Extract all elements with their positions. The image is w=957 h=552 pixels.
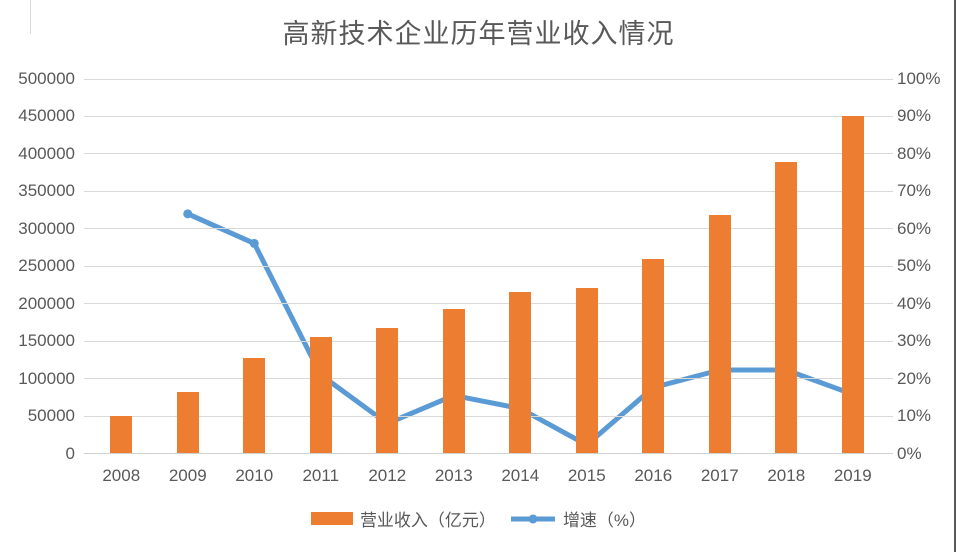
chart-title: 高新技术企业历年营业收入情况 [282, 19, 675, 49]
revenue-bar-swatch-icon [310, 512, 353, 525]
x-axis-label-2008: 2008 [102, 466, 141, 485]
x-axis-label-2016: 2016 [634, 466, 673, 485]
x-axis-label-2014: 2014 [501, 466, 540, 485]
right-axis-tick-label: 70% [897, 181, 932, 201]
revenue-bar-2010 [243, 357, 266, 454]
left-axis-tick-label: 150000 [18, 331, 75, 351]
legend-label-growth: 增速（%） [562, 511, 647, 530]
growth-line-marker-2009 [183, 209, 193, 219]
left-axis-tick-label: 100000 [18, 368, 75, 388]
legend: 营业收入（亿元） 增速（%） [0, 506, 957, 531]
h-gridline [84, 115, 893, 117]
left-axis-tick-label: 300000 [18, 218, 75, 238]
right-axis-tick-label: 0% [897, 443, 922, 463]
legend-item-growth: 增速（%） [510, 506, 646, 531]
x-axis-label-2018: 2018 [767, 466, 806, 485]
legend-item-revenue: 营业收入（亿元） [310, 506, 496, 531]
revenue-bar-2015 [575, 287, 598, 454]
h-gridline [84, 153, 893, 155]
legend-label-revenue: 营业收入（亿元） [359, 511, 496, 530]
right-axis-tick-label: 30% [897, 331, 932, 351]
left-axis-tick-label: 200000 [18, 293, 75, 313]
growth-line-swatch-icon [510, 514, 555, 523]
h-gridline [84, 340, 893, 342]
x-axis-label-2010: 2010 [235, 466, 274, 485]
right-axis-tick-label: 40% [897, 293, 932, 313]
right-axis-tick-label: 20% [897, 368, 932, 388]
right-axis-tick-label: 100% [897, 69, 941, 88]
right-axis-tick-label: 10% [897, 406, 932, 426]
x-axis-label-2017: 2017 [700, 466, 739, 485]
revenue-bar-2012 [376, 328, 399, 454]
revenue-bar-2013 [442, 308, 465, 454]
right-axis-tick-label: 80% [897, 143, 932, 163]
revenue-bar-2014 [509, 291, 532, 454]
revenue-bar-2008 [110, 416, 133, 454]
right-axis-tick-label: 50% [897, 256, 932, 276]
h-gridline [84, 190, 893, 192]
x-axis-label-2019: 2019 [833, 466, 872, 485]
x-axis-label-2013: 2013 [434, 466, 473, 485]
revenue-bar-2011 [309, 337, 332, 454]
x-axis-label-2011: 2011 [302, 466, 340, 485]
left-axis-tick-label: 400000 [18, 143, 75, 163]
left-axis-tick-label: 450000 [18, 106, 75, 126]
left-axis-tick-label: 250000 [18, 256, 75, 276]
left-axis-tick-label: 50000 [27, 406, 75, 426]
x-axis-line [84, 453, 893, 454]
revenue-bar-2017 [708, 215, 731, 454]
h-gridline [84, 78, 893, 80]
revenue-bar-2019 [841, 116, 864, 454]
revenue-bar-2016 [642, 258, 665, 454]
revenue-bar-2018 [775, 162, 798, 454]
h-gridline [84, 265, 893, 267]
x-axis-label-2015: 2015 [567, 466, 606, 485]
h-gridline [84, 228, 893, 230]
left-axis-tick-label: 0 [65, 443, 75, 463]
left-axis-tick-label: 500000 [18, 69, 75, 88]
x-axis-label-2012: 2012 [368, 466, 407, 485]
h-gridline [84, 303, 893, 305]
x-axis-label-2009: 2009 [168, 466, 207, 485]
growth-line-marker-2010 [249, 238, 259, 248]
right-edge-border [954, 0, 956, 552]
spreadsheet-gridline-remnant [30, 0, 31, 34]
h-gridline [84, 415, 893, 417]
right-axis-tick-label: 60% [897, 218, 932, 238]
left-axis-tick-label: 350000 [18, 181, 75, 201]
h-gridline [84, 378, 893, 380]
right-axis-tick-label: 90% [897, 106, 932, 126]
revenue-bar-2009 [176, 392, 199, 454]
